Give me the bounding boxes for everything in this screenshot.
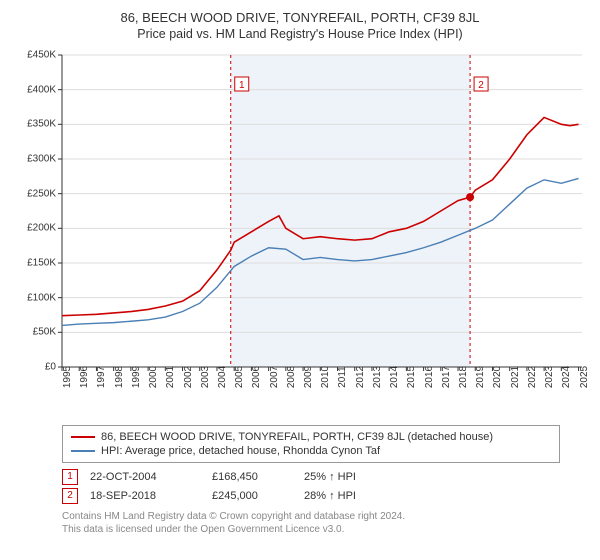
- x-tick-label: 2012: [355, 366, 366, 388]
- marker-date: 18-SEP-2018: [90, 490, 200, 502]
- footer-line-1: Contains HM Land Registry data © Crown c…: [62, 510, 588, 523]
- x-tick-label: 1997: [96, 366, 107, 388]
- x-tick-label: 2004: [217, 366, 228, 388]
- y-tick-label: £250K: [27, 188, 56, 199]
- x-tick-label: 2000: [148, 366, 159, 388]
- marker-price: £168,450: [212, 471, 292, 483]
- marker-pct: 28% ↑ HPI: [304, 490, 394, 502]
- y-tick-label: £150K: [27, 258, 56, 269]
- x-tick-label: 2006: [251, 366, 262, 388]
- legend-swatch: [71, 450, 95, 452]
- chart-plot-area: 12 £0£50K£100K£150K£200K£250K£300K£350K£…: [12, 47, 588, 417]
- footer-line-2: This data is licensed under the Open Gov…: [62, 523, 588, 536]
- marker-price: £245,000: [212, 490, 292, 502]
- legend-box: 86, BEECH WOOD DRIVE, TONYREFAIL, PORTH,…: [62, 425, 560, 463]
- x-tick-label: 1999: [131, 366, 142, 388]
- y-tick-label: £0: [45, 362, 56, 373]
- chart-svg: 12: [12, 47, 588, 417]
- x-tick-label: 2003: [200, 366, 211, 388]
- svg-text:1: 1: [239, 80, 245, 91]
- x-tick-label: 2013: [372, 366, 383, 388]
- x-tick-label: 1995: [62, 366, 73, 388]
- marker-rows: 1 22-OCT-2004 £168,450 25% ↑ HPI 2 18-SEP-201…: [12, 469, 588, 504]
- x-tick-label: 2018: [458, 366, 469, 388]
- y-tick-label: £200K: [27, 223, 56, 234]
- marker-badge: 2: [62, 488, 78, 504]
- y-tick-label: £300K: [27, 154, 56, 165]
- y-tick-label: £450K: [27, 50, 56, 61]
- x-tick-label: 2015: [406, 366, 417, 388]
- x-tick-label: 2020: [492, 366, 503, 388]
- marker-badge: 1: [62, 469, 78, 485]
- y-tick-label: £100K: [27, 292, 56, 303]
- x-tick-label: 1998: [114, 366, 125, 388]
- chart-subtitle: Price paid vs. HM Land Registry's House …: [12, 27, 588, 41]
- x-tick-label: 2005: [234, 366, 245, 388]
- marker-row: 2 18-SEP-2018 £245,000 28% ↑ HPI: [62, 488, 588, 504]
- legend-item: 86, BEECH WOOD DRIVE, TONYREFAIL, PORTH,…: [71, 430, 551, 444]
- x-tick-label: 2011: [337, 366, 348, 388]
- x-tick-label: 2017: [441, 366, 452, 388]
- marker-date: 22-OCT-2004: [90, 471, 200, 483]
- x-tick-label: 2002: [183, 366, 194, 388]
- x-tick-label: 2021: [510, 366, 521, 388]
- x-tick-label: 2023: [544, 366, 555, 388]
- footer-note: Contains HM Land Registry data © Crown c…: [62, 510, 588, 536]
- x-tick-label: 2007: [269, 366, 280, 388]
- marker-pct: 25% ↑ HPI: [304, 471, 394, 483]
- chart-title: 86, BEECH WOOD DRIVE, TONYREFAIL, PORTH,…: [12, 10, 588, 25]
- legend-swatch: [71, 436, 95, 438]
- y-tick-label: £350K: [27, 119, 56, 130]
- chart-container: 86, BEECH WOOD DRIVE, TONYREFAIL, PORTH,…: [0, 0, 600, 544]
- y-tick-label: £50K: [33, 327, 56, 338]
- x-tick-label: 2024: [561, 366, 572, 388]
- x-tick-label: 2019: [475, 366, 486, 388]
- x-tick-label: 2001: [165, 366, 176, 388]
- x-tick-label: 2022: [527, 366, 538, 388]
- legend-label: 86, BEECH WOOD DRIVE, TONYREFAIL, PORTH,…: [101, 431, 493, 443]
- x-tick-label: 2009: [303, 366, 314, 388]
- x-tick-label: 1996: [79, 366, 90, 388]
- marker-row: 1 22-OCT-2004 £168,450 25% ↑ HPI: [62, 469, 588, 485]
- x-tick-label: 2014: [389, 366, 400, 388]
- legend-item: HPI: Average price, detached house, Rhon…: [71, 444, 551, 458]
- x-tick-label: 2025: [579, 366, 590, 388]
- svg-text:2: 2: [478, 80, 484, 91]
- x-tick-label: 2016: [424, 366, 435, 388]
- legend-label: HPI: Average price, detached house, Rhon…: [101, 445, 380, 457]
- y-tick-label: £400K: [27, 84, 56, 95]
- x-tick-label: 2008: [286, 366, 297, 388]
- x-tick-label: 2010: [320, 366, 331, 388]
